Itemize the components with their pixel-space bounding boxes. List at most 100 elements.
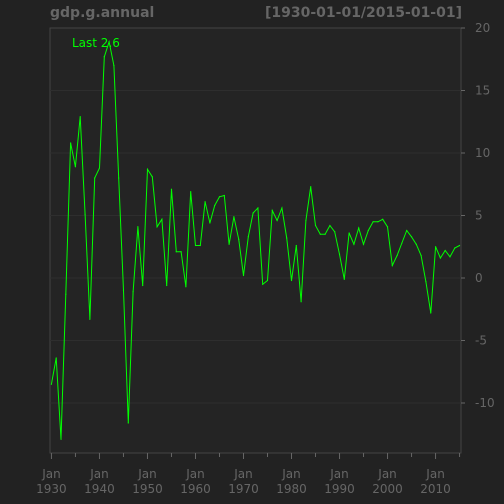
data-point — [50, 383, 53, 385]
date-range-label: [1930-01-01/2015-01-01] — [264, 5, 462, 21]
data-point — [146, 168, 149, 170]
y-tick-label: 0 — [475, 271, 483, 285]
data-point — [300, 301, 302, 303]
chart-title: gdp.g.annual — [50, 5, 155, 21]
data-point — [415, 243, 417, 245]
data-point — [180, 251, 182, 253]
data-point — [338, 253, 341, 255]
y-tick-label: -5 — [475, 334, 487, 348]
data-point — [94, 177, 96, 179]
x-tick-year-label: 1970 — [228, 482, 259, 496]
last-value-label: Last 2.6 — [72, 36, 120, 50]
x-tick-month-label: Jan — [41, 467, 61, 481]
x-tick-year-label: 1960 — [180, 482, 211, 496]
data-point — [118, 177, 120, 179]
x-tick-year-label: 1990 — [324, 482, 355, 496]
data-point — [391, 264, 393, 267]
data-point — [271, 209, 273, 212]
x-tick-month-label: Jan — [329, 467, 349, 481]
data-point — [362, 243, 365, 245]
x-tick-month-label: Jan — [377, 467, 397, 481]
data-points — [50, 41, 461, 440]
grid-lines — [50, 90, 461, 404]
data-point — [98, 167, 101, 169]
data-point — [60, 438, 62, 440]
data-point — [70, 142, 72, 144]
y-axis: -10 -5 0 5 10 15 20 — [461, 21, 495, 410]
data-point — [266, 279, 269, 282]
x-axis: Jan1930Jan1940Jan1950Jan1960Jan1970Jan19… — [36, 453, 461, 496]
data-point — [290, 279, 293, 282]
data-point — [281, 207, 283, 209]
y-tick-label: 5 — [475, 209, 483, 223]
data-point — [65, 293, 67, 295]
x-tick-month-label: Jan — [281, 467, 301, 481]
data-point — [410, 236, 413, 238]
data-point — [137, 226, 139, 228]
data-point — [161, 218, 163, 220]
data-point — [434, 246, 437, 248]
series-line-gdp — [50, 39, 460, 440]
data-point — [84, 213, 86, 215]
data-point — [151, 176, 153, 178]
data-point — [238, 238, 240, 240]
data-point — [79, 116, 81, 118]
data-point — [194, 244, 197, 247]
data-point — [372, 221, 374, 223]
data-point — [401, 242, 403, 244]
data-point — [430, 312, 432, 314]
data-point — [439, 257, 441, 259]
data-point — [449, 256, 451, 258]
data-point — [252, 212, 254, 214]
data-point — [127, 422, 129, 424]
data-point — [242, 274, 245, 277]
data-point — [113, 64, 115, 67]
y-tick-label: 20 — [475, 21, 490, 35]
y-tick-label: 10 — [475, 146, 490, 160]
data-point — [367, 229, 369, 232]
data-point — [55, 357, 57, 359]
data-point — [314, 224, 317, 227]
data-point — [262, 283, 264, 285]
plot-panel — [49, 27, 462, 454]
data-point — [103, 56, 105, 58]
data-point — [358, 227, 360, 229]
data-point — [286, 237, 288, 239]
data-point — [204, 201, 206, 203]
data-point — [89, 318, 91, 320]
data-point — [276, 219, 278, 222]
data-point — [175, 251, 177, 253]
y-tick-label: 15 — [475, 84, 490, 98]
data-point — [218, 196, 221, 198]
data-point — [209, 222, 211, 224]
data-point — [214, 204, 216, 207]
x-tick-year-label: 1930 — [36, 482, 67, 496]
data-point — [319, 233, 321, 235]
data-point — [348, 232, 350, 234]
data-point — [382, 218, 384, 220]
data-point — [310, 186, 312, 188]
data-point — [233, 216, 235, 218]
data-point — [396, 254, 398, 257]
data-point — [166, 284, 168, 287]
x-tick-month-label: Jan — [89, 467, 109, 481]
data-point — [305, 219, 307, 222]
data-point — [329, 224, 331, 227]
data-point — [454, 247, 456, 249]
x-tick-year-label: 1950 — [132, 482, 163, 496]
data-point — [199, 244, 201, 247]
x-tick-year-label: 1980 — [276, 482, 307, 496]
data-point — [377, 221, 379, 223]
data-point — [185, 286, 187, 288]
data-point — [458, 244, 461, 247]
y-tick-label: -10 — [475, 396, 495, 410]
x-tick-year-label: 2000 — [372, 482, 403, 496]
data-point — [295, 244, 297, 247]
data-point — [170, 188, 173, 190]
data-point — [74, 166, 77, 168]
x-tick-year-label: 1940 — [84, 482, 115, 496]
data-point — [406, 229, 408, 232]
x-tick-month-label: Jan — [185, 467, 205, 481]
data-point — [223, 194, 225, 197]
